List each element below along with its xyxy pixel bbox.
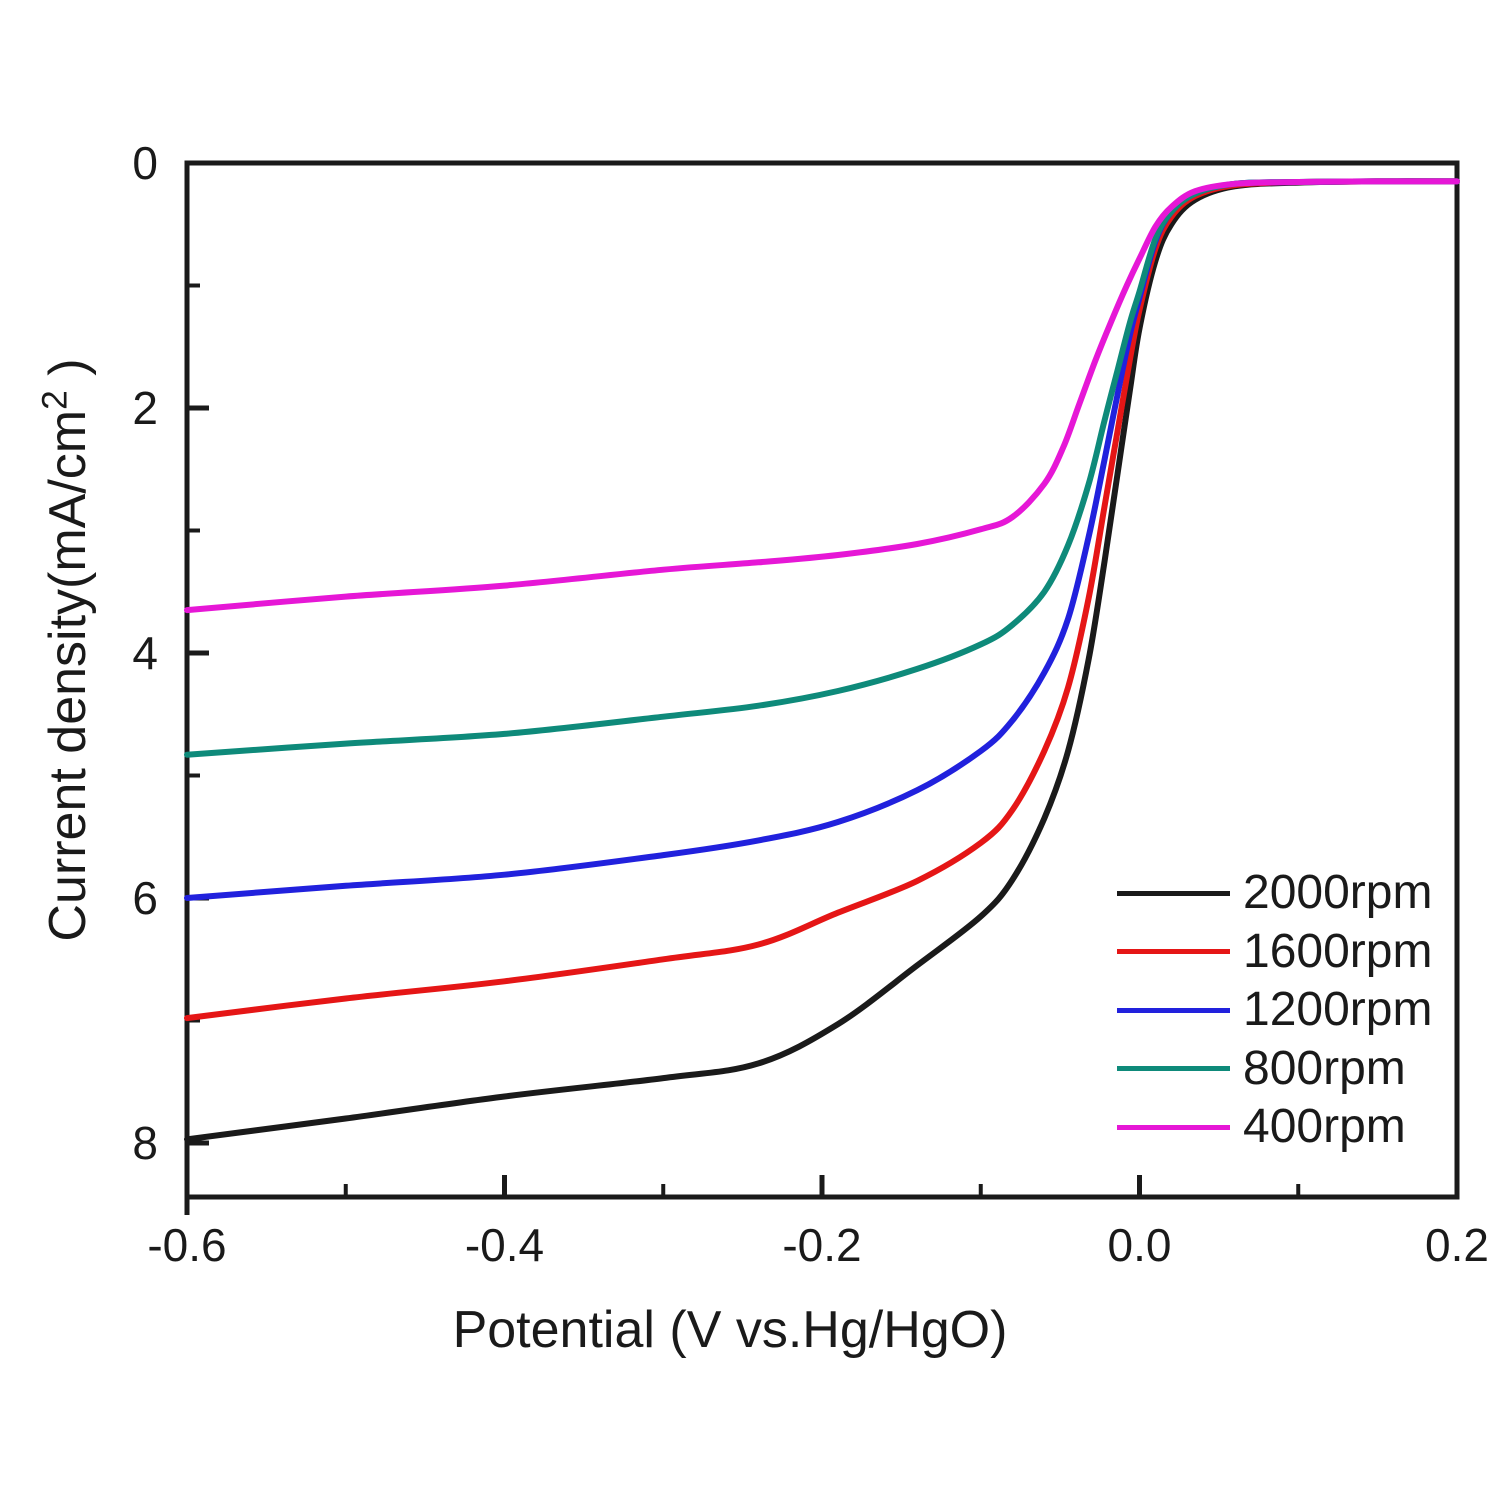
series-curve-1200rpm: [184, 178, 1460, 901]
legend-item-400rpm: 400rpm: [1117, 1103, 1406, 1151]
y-tick-label: 8: [132, 1117, 158, 1169]
x-tick-label: 0.0: [1107, 1219, 1172, 1271]
legend-line-swatch: [1117, 949, 1230, 954]
legend-label: 400rpm: [1243, 1100, 1406, 1153]
legend-item-2000rpm: 2000rpm: [1117, 869, 1432, 917]
x-tick-label: 0.2: [1425, 1219, 1489, 1271]
y-tick-label: 4: [132, 627, 158, 679]
y-axis-title-tail: ): [39, 358, 97, 391]
x-tick-label: -0.6: [147, 1219, 227, 1271]
series-curve-400rpm: [184, 178, 1460, 614]
legend-label: 2000rpm: [1243, 866, 1433, 919]
y-tick-label: 0: [132, 137, 158, 189]
legend-label: 1200rpm: [1243, 983, 1433, 1036]
series-curve-800rpm: [184, 178, 1460, 758]
y-tick-label: 6: [132, 872, 158, 924]
y-axis-title-main: Current density(mA/cm: [39, 409, 97, 942]
legend-line-swatch: [1117, 1007, 1230, 1013]
legend-item-1200rpm: 1200rpm: [1117, 986, 1432, 1034]
legend-item-1600rpm: 1600rpm: [1117, 924, 1433, 978]
x-tick-label: -0.4: [464, 1219, 545, 1271]
y-tick-label: 2: [132, 382, 158, 434]
series-curve-2000rpm: [184, 178, 1460, 1143]
legend-line-swatch: [1117, 890, 1230, 896]
y-axis-title-sup: 2: [35, 390, 75, 410]
legend-label: 800rpm: [1243, 1041, 1406, 1095]
legend-item-800rpm: 800rpm: [1117, 1041, 1406, 1095]
x-tick-label: -0.2: [782, 1219, 862, 1271]
legend-line-swatch: [1117, 1124, 1230, 1130]
y-axis-title: Current density(mA/cm2 ): [35, 358, 98, 942]
x-axis-title: Potential (V vs.Hg/HgO): [452, 1301, 1008, 1359]
legend-line-swatch: [1117, 1066, 1230, 1071]
legend-label: 1600rpm: [1243, 924, 1433, 978]
